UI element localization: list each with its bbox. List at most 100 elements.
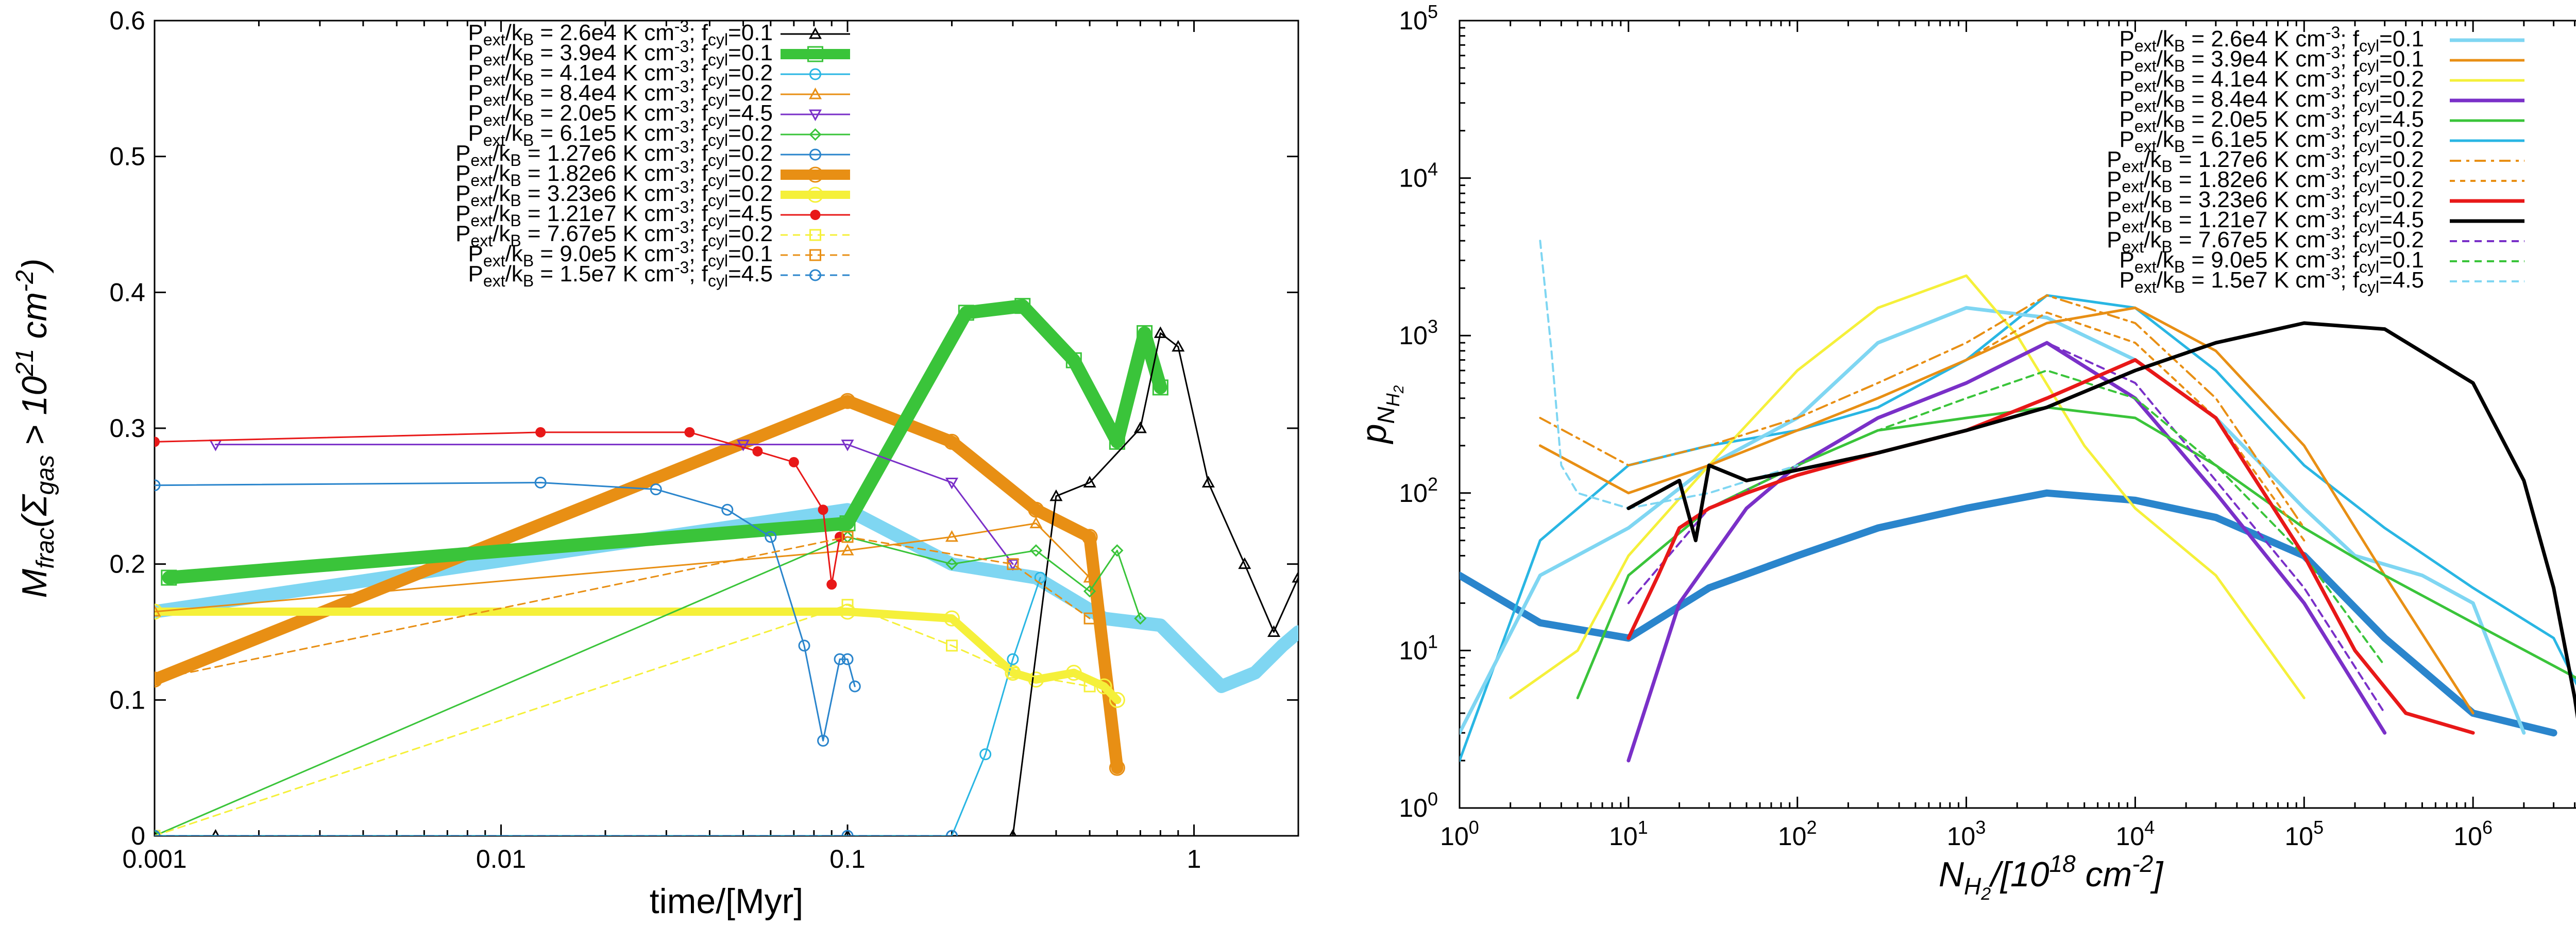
data-point — [1083, 612, 1096, 625]
data-point — [788, 457, 799, 467]
legend-label: Pext/kB = 1.21e7 K cm-3; fcyl=4.5 — [455, 198, 773, 230]
data-point — [155, 671, 163, 688]
legend-label: Pext/kB = 3.23e6 K cm-3; fcyl=0.2 — [455, 178, 773, 210]
data-point — [841, 653, 854, 665]
data-point — [1065, 665, 1082, 681]
data-point — [1267, 625, 1281, 637]
x-tick-label: 103 — [1947, 817, 1986, 851]
legend-label: Pext/kB = 7.67e5 K cm-3; fcyl=0.2 — [2107, 224, 2424, 256]
data-point — [1109, 433, 1125, 450]
data-point — [1009, 829, 1017, 836]
data-point — [1137, 325, 1153, 341]
data-point — [155, 604, 161, 617]
data-point — [1065, 352, 1082, 368]
series-line-1.21e7 — [155, 431, 841, 585]
y-axis-label: Mfrac(Σgas > 1021 cm-2) — [11, 259, 59, 598]
y-tick-label: 100 — [1399, 788, 1438, 822]
data-point — [752, 446, 763, 457]
series-line-2.6e4 — [1460, 306, 2526, 735]
data-point — [945, 558, 958, 570]
data-point — [1007, 667, 1019, 679]
legend-label: Pext/kB = 7.67e5 K cm-3; fcyl=0.2 — [455, 218, 773, 250]
legend-label: Pext/kB = 1.27e6 K cm-3; fcyl=0.2 — [455, 138, 773, 170]
y-tick-label: 0.4 — [109, 278, 145, 307]
series-group — [1460, 240, 2576, 763]
data-point — [958, 305, 974, 321]
legend-label: Pext/kB = 8.4e4 K cm-3; fcyl=0.2 — [2120, 83, 2424, 115]
data-point — [1028, 671, 1044, 688]
series-line-cyan-thick — [155, 503, 1298, 693]
data-point — [817, 734, 829, 747]
legend-label: Pext/kB = 6.1e5 K cm-3; fcyl=0.2 — [468, 117, 773, 149]
data-point — [1029, 544, 1043, 557]
y-tick-label: 102 — [1399, 474, 1438, 508]
data-point — [155, 674, 161, 686]
legend-label: Pext/kB = 6.1e5 K cm-3; fcyl=0.2 — [2120, 124, 2424, 156]
data-point — [841, 544, 854, 555]
legend-label: Pext/kB = 3.9e4 K cm-3; fcyl=0.1 — [468, 37, 773, 69]
series-line-3.9e4 — [162, 299, 1167, 584]
data-point — [1109, 692, 1125, 708]
data-point — [841, 531, 854, 543]
x-tick-label: 101 — [1609, 817, 1648, 851]
right-panel-column-density-pdf: 1001011021031041051061071001011021031041… — [1354, 1, 2576, 904]
legend-label: Pext/kB = 2.6e4 K cm-3; fcyl=0.1 — [468, 17, 773, 49]
y-tick-label: 104 — [1399, 159, 1438, 193]
data-point — [1096, 678, 1112, 695]
legend-label: Pext/kB = 1.5e7 K cm-3; fcyl=4.5 — [2120, 264, 2424, 296]
data-point — [721, 503, 734, 516]
series-line-1.82e6 — [155, 395, 1124, 775]
data-point — [1007, 653, 1019, 665]
data-point — [945, 530, 959, 542]
series-line-3.23e6 — [155, 608, 1122, 704]
data-point — [841, 440, 854, 451]
x-tick-label: 106 — [2453, 817, 2493, 851]
y-tick-label: 0.1 — [109, 685, 145, 714]
series-line-3.9e4 — [1538, 306, 2475, 715]
x-tick-label: 1 — [1187, 845, 1201, 873]
data-point — [765, 531, 777, 543]
legend-label: Pext/kB = 9.0e5 K cm-3; fcyl=0.1 — [2120, 244, 2424, 276]
x-tick-label: 100 — [1440, 817, 1479, 851]
legend-marker — [809, 269, 821, 281]
data-point — [826, 579, 837, 590]
legend-label: Pext/kB = 4.1e4 K cm-3; fcyl=0.2 — [468, 57, 773, 89]
data-point — [835, 531, 845, 542]
series-line-8.4e4 — [1626, 341, 2387, 763]
y-tick-label: 101 — [1399, 631, 1438, 665]
legend-marker — [809, 229, 821, 241]
data-point — [945, 477, 959, 490]
legend-marker — [808, 109, 822, 122]
data-point — [945, 639, 958, 652]
series-line-9.0e5 — [155, 536, 1091, 681]
data-point — [945, 830, 958, 836]
legend-label: Pext/kB = 3.23e6 K cm-3; fcyl=0.2 — [2107, 184, 2424, 216]
y-tick-label: 0.3 — [109, 414, 145, 443]
series-line-2.0e5 — [1576, 406, 2576, 699]
legend-marker — [809, 148, 821, 161]
data-point — [798, 639, 810, 652]
y-tick-label: 0.2 — [109, 550, 145, 579]
series-line-1.27e6 — [1539, 294, 2306, 529]
data-point — [839, 393, 856, 409]
legend-marker — [807, 187, 823, 203]
legend-label: Pext/kB = 1.5e7 K cm-3; fcyl=4.5 — [468, 258, 773, 290]
data-point — [534, 476, 547, 489]
legend-marker — [810, 210, 821, 220]
legend-label: Pext/kB = 1.27e6 K cm-3; fcyl=0.2 — [2107, 144, 2424, 176]
data-point — [1083, 585, 1096, 598]
series-line-8.4e4 — [155, 523, 1091, 613]
series-line-4.1e4 — [155, 577, 1041, 836]
data-point — [535, 427, 546, 437]
data-point — [839, 515, 856, 532]
legend-marker — [809, 249, 821, 261]
data-point — [834, 653, 846, 665]
series-line-6.1e5 — [155, 536, 1141, 836]
legend-label: Pext/kB = 1.82e6 K cm-3; fcyl=0.2 — [2107, 164, 2424, 196]
series-line-blue-thick — [1460, 489, 2557, 737]
series-line-7.67e5 — [155, 604, 1091, 836]
legend-marker — [809, 68, 821, 80]
data-point — [155, 479, 161, 492]
legend: Pext/kB = 2.6e4 K cm-3; fcyl=0.1Pext/kB … — [455, 17, 850, 290]
